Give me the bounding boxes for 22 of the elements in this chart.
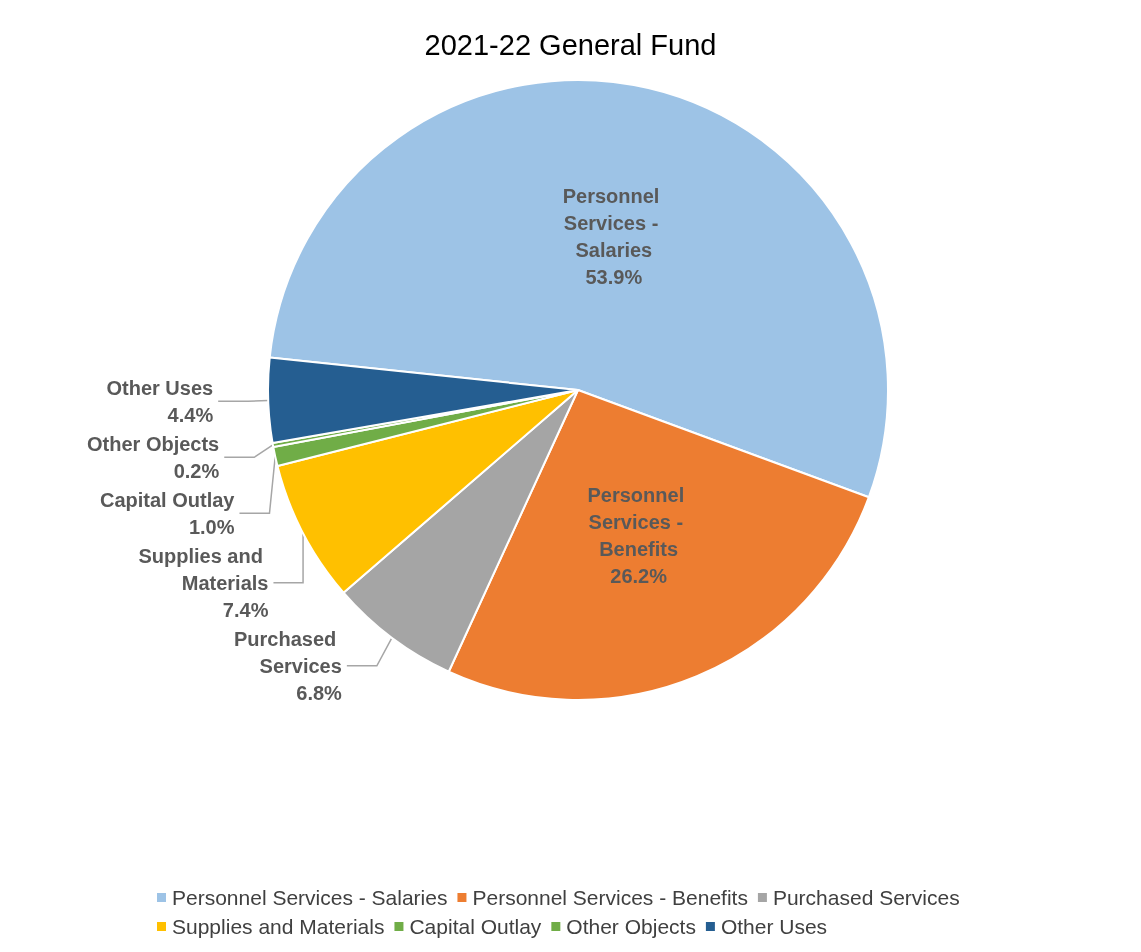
legend-label: Personnel Services - Benefits bbox=[472, 886, 748, 909]
legend-label: Personnel Services - Salaries bbox=[172, 886, 448, 909]
legend-label: Supplies and Materials bbox=[172, 915, 385, 938]
slice-label: Personnel Services - Salaries bbox=[562, 184, 665, 261]
data-label: 53.9% bbox=[585, 265, 643, 288]
legend-label: Other Objects bbox=[566, 915, 696, 938]
legend-label: Purchased Services bbox=[772, 886, 960, 909]
chart-title: 2021-22 General Fund bbox=[424, 28, 717, 61]
data-label: 1.0% bbox=[188, 515, 235, 538]
slice-label: Personnel Services - Benefits bbox=[587, 484, 690, 561]
data-label: 7.4% bbox=[222, 598, 269, 621]
slice-label: Capital Outlay bbox=[100, 488, 236, 511]
data-label: 4.4% bbox=[167, 403, 214, 426]
legend-label: Other Uses bbox=[720, 915, 828, 938]
slice-label: Other Uses bbox=[106, 376, 214, 399]
slice-label: Purchased Services bbox=[234, 627, 342, 677]
slice-label: Supplies and Materials bbox=[138, 544, 269, 594]
legend-label: Capital Outlay bbox=[409, 915, 542, 938]
data-label: 6.8% bbox=[296, 681, 343, 704]
data-label: 26.2% bbox=[610, 565, 668, 588]
slice-label: Other Objects bbox=[86, 432, 220, 455]
data-label: 0.2% bbox=[173, 459, 220, 482]
